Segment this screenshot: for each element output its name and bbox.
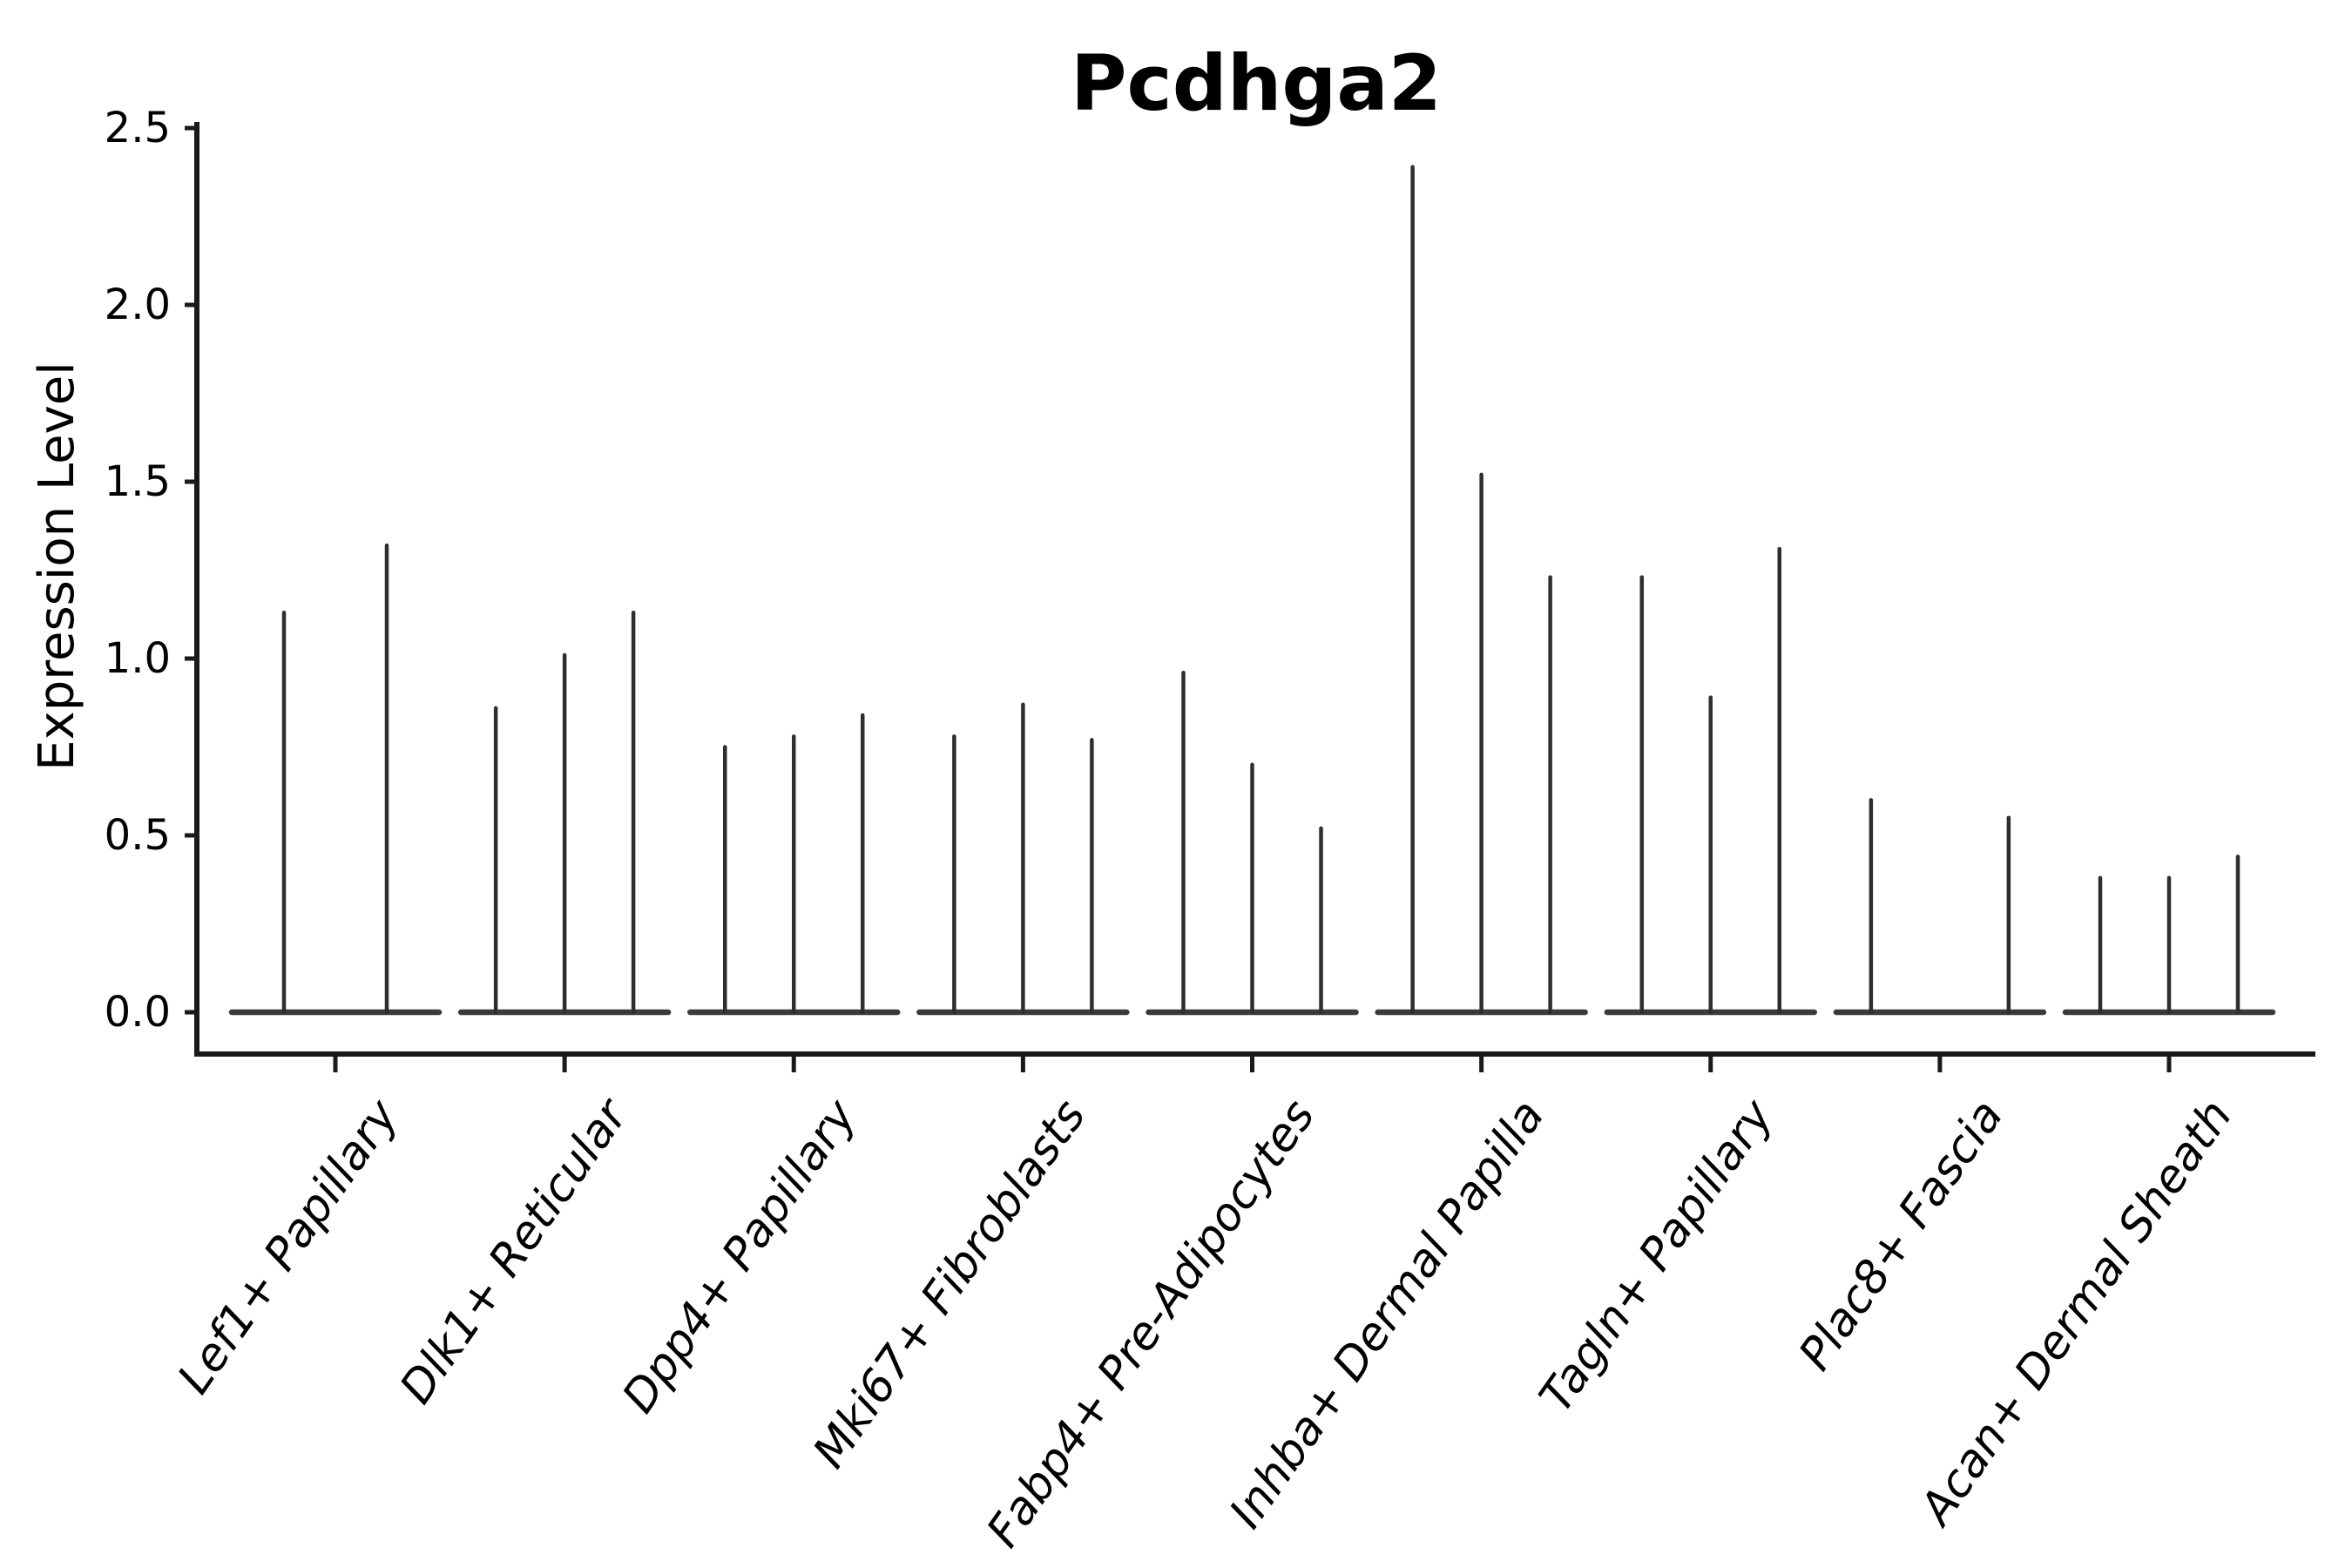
y-tick-label: 0.0	[104, 988, 171, 1037]
y-tick-label: 0.5	[104, 811, 171, 860]
y-tick-label: 2.0	[104, 280, 171, 329]
y-tick-label: 1.5	[104, 457, 171, 506]
chart-title: Pcdhga2	[1071, 38, 1442, 128]
y-tick-label: 2.5	[104, 104, 171, 152]
y-tick-label: 1.0	[104, 634, 171, 683]
